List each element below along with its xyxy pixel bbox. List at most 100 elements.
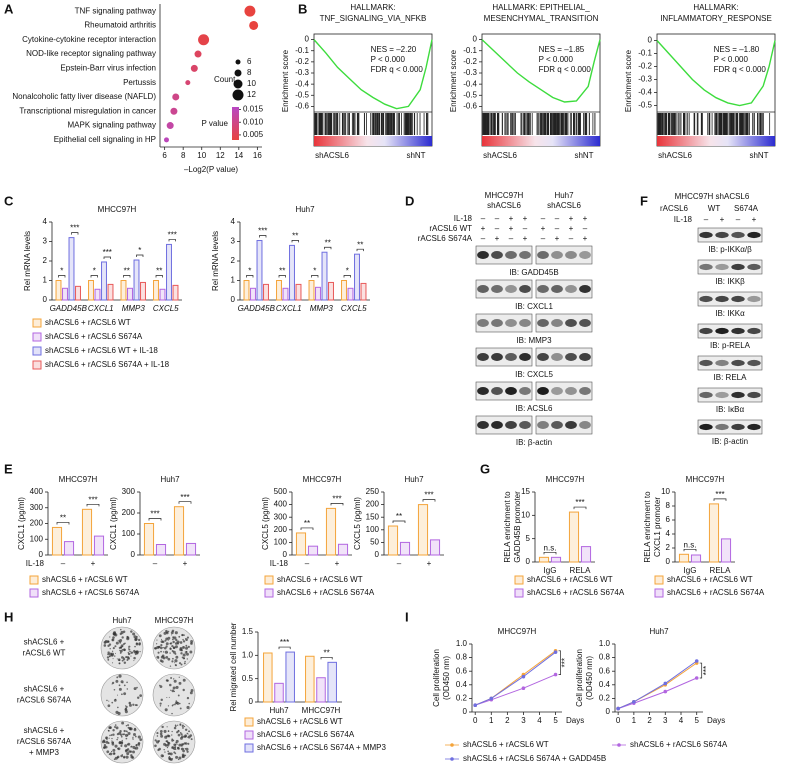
cell-speck [125, 655, 128, 659]
blot-band [537, 421, 549, 429]
blot-label: IB: GADD45B [509, 268, 558, 277]
cell-speck [122, 733, 125, 736]
blot-band [579, 319, 591, 327]
legend-swatch [29, 575, 39, 585]
cell-speck [121, 693, 123, 696]
cell-speck [172, 646, 176, 649]
cell-speck [118, 731, 122, 735]
cell-speck [160, 734, 164, 738]
panel-label: C [4, 193, 14, 208]
bar [133, 259, 140, 301]
cell-speck [116, 738, 118, 741]
cell-speck [167, 630, 170, 633]
sig-bracket [713, 498, 727, 501]
colorbar-label: 0.005 [243, 130, 264, 139]
blot-band [699, 327, 713, 335]
y-tick-label: 0.6 [456, 666, 468, 675]
y-tick-label: 400 [30, 487, 44, 496]
dot [249, 20, 259, 30]
cell-speck [180, 736, 183, 740]
blot-label: IB: β-actin [516, 438, 552, 447]
cell-speck [163, 646, 167, 650]
sig-bracket [356, 248, 364, 252]
legend-marker [450, 743, 454, 747]
blot-band [565, 319, 577, 327]
cell-speck [180, 747, 184, 751]
blot-band [579, 421, 591, 429]
panel-label: I [405, 609, 409, 624]
x-label: shACSL6 [483, 151, 517, 160]
y-tick-label: -0.3 [463, 68, 477, 77]
category-label: Pertussis [123, 78, 156, 87]
cell-speck [118, 687, 122, 691]
dot [166, 122, 174, 130]
cell-speck [122, 633, 124, 635]
condition-sign: – [569, 234, 574, 243]
cell-speck [177, 758, 180, 761]
cell-speck [154, 739, 157, 742]
cell-speck [154, 647, 157, 650]
legend-label: shACSL6 + rACSL6 S674A [277, 588, 375, 597]
sig-bracket [311, 275, 319, 278]
condition-label: rACSL6 S674A [418, 234, 473, 243]
sig-bracket [392, 520, 406, 524]
blot-band [477, 353, 489, 361]
cell-speck [160, 640, 164, 644]
x-tick-label: CXCL1 [276, 304, 302, 313]
x-label: shNT [574, 151, 593, 160]
bar [305, 655, 315, 703]
condition-sign: – [736, 215, 741, 224]
bar [327, 661, 337, 703]
cell-speck [131, 756, 135, 759]
cell-speck [117, 737, 119, 739]
legend-swatch [29, 588, 39, 598]
cell-speck [180, 733, 183, 736]
blot-band [699, 263, 713, 271]
cell-speck [128, 750, 131, 753]
cell-speck [171, 705, 174, 707]
bar [282, 287, 289, 301]
y-tick-label: 0 [305, 35, 310, 44]
legend-label: shACSL6 + rACSL6 S674A [257, 730, 355, 739]
blot-band [565, 387, 577, 395]
sig-bracket [90, 275, 98, 278]
cell-speck [163, 729, 167, 733]
bar [120, 280, 127, 301]
cell-speck [127, 657, 130, 660]
cell-speck [178, 662, 182, 665]
sig-bracket [573, 506, 587, 510]
size-legend-label: 6 [247, 57, 252, 66]
bar [88, 280, 94, 301]
y-tick-label: -0.5 [463, 90, 477, 99]
legend-label: shACSL6 + rACSL6 S674A + MMP3 [257, 743, 387, 752]
blot-band [565, 353, 577, 361]
cell-speck [126, 752, 130, 756]
cell-speck [188, 702, 191, 705]
cell-speck [133, 635, 137, 639]
cell-speck [135, 642, 139, 646]
x-tick-label: 14 [234, 151, 243, 160]
cell-speck [125, 724, 128, 727]
sig-label: ** [357, 240, 363, 249]
sig-label: *** [332, 494, 341, 503]
colorbar [232, 107, 239, 140]
x-tick-label: 4 [537, 716, 542, 725]
facet-title: MHCC97H [546, 475, 585, 484]
cell-speck [120, 741, 124, 744]
y-tick-label: -0.2 [295, 57, 309, 66]
cell-speck [178, 676, 180, 678]
y-axis-label: Rel mRNA levels [211, 231, 220, 291]
sig-bracket [543, 551, 557, 555]
legend-label: shACSL6 + rACSL6 S674A [667, 588, 765, 597]
bar [166, 243, 172, 301]
x-tick-label: GADD45B [50, 304, 88, 313]
legend-label: shACSL6 + rACSL6 WT [257, 717, 343, 726]
blot-band [699, 295, 713, 303]
cell-speck [159, 730, 163, 733]
y-axis-label: CXCL1 promoter [653, 497, 662, 557]
enrichment-curve [656, 40, 776, 107]
cell-speck [164, 751, 166, 753]
y-tick-label: 8 [666, 501, 671, 510]
cell-speck [109, 655, 111, 658]
